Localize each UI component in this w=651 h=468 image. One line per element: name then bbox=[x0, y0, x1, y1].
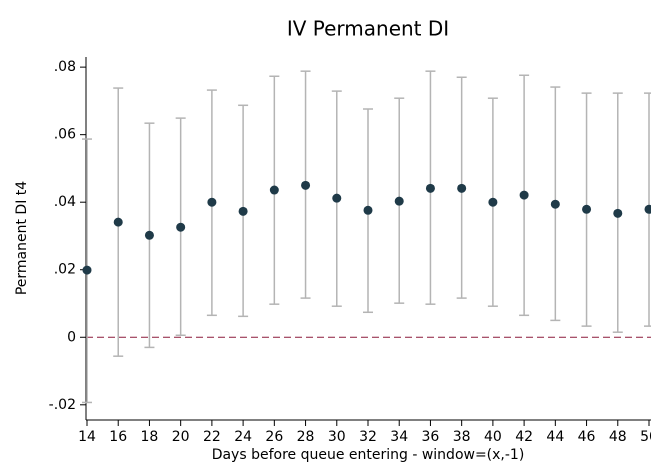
x-tick-label: 44 bbox=[546, 429, 564, 445]
point bbox=[238, 206, 248, 216]
x-tick-label: 38 bbox=[453, 429, 471, 445]
x-tick-label: 40 bbox=[484, 429, 502, 445]
x-tick-label: 42 bbox=[515, 429, 533, 445]
point bbox=[363, 205, 373, 215]
y-tick-label: -.02 bbox=[49, 397, 76, 413]
point bbox=[457, 183, 467, 193]
y-tick-label: .08 bbox=[54, 59, 76, 75]
x-tick-label: 18 bbox=[141, 429, 159, 445]
point bbox=[207, 197, 217, 207]
point bbox=[269, 185, 279, 195]
x-tick-label: 32 bbox=[359, 429, 377, 445]
point bbox=[582, 204, 592, 214]
x-tick-label: 46 bbox=[578, 429, 596, 445]
point bbox=[613, 208, 623, 218]
x-tick-label: 36 bbox=[422, 429, 440, 445]
point bbox=[144, 230, 154, 240]
y-tick-label: .02 bbox=[54, 262, 76, 278]
x-tick-label: 14 bbox=[78, 429, 96, 445]
point bbox=[519, 190, 529, 200]
point bbox=[488, 197, 498, 207]
point bbox=[394, 196, 404, 206]
point bbox=[176, 222, 186, 232]
x-axis-label: Days before queue entering - window=(x,-… bbox=[212, 447, 525, 463]
x-tick-label: 34 bbox=[390, 429, 408, 445]
x-tick-label: 28 bbox=[297, 429, 315, 445]
x-tick-label: 16 bbox=[109, 429, 127, 445]
x-tick-label: 20 bbox=[172, 429, 190, 445]
point bbox=[425, 183, 435, 193]
x-tick-label: 50 bbox=[640, 429, 651, 445]
y-tick-label: .06 bbox=[54, 127, 76, 143]
y-tick-label: 0 bbox=[67, 329, 76, 345]
point bbox=[644, 204, 651, 214]
y-axis-label: Permanent DI t4 bbox=[14, 181, 30, 295]
point bbox=[82, 265, 92, 275]
x-tick-label: 48 bbox=[609, 429, 627, 445]
x-tick-label: 24 bbox=[234, 429, 252, 445]
chart-title: IV Permanent DI bbox=[287, 17, 449, 41]
x-tick-label: 22 bbox=[203, 429, 221, 445]
x-tick-label: 26 bbox=[265, 429, 283, 445]
point bbox=[550, 199, 560, 209]
point bbox=[113, 217, 123, 227]
point bbox=[301, 180, 311, 190]
x-tick-label: 30 bbox=[328, 429, 346, 445]
y-tick-label: .04 bbox=[54, 194, 76, 210]
point bbox=[332, 193, 342, 203]
